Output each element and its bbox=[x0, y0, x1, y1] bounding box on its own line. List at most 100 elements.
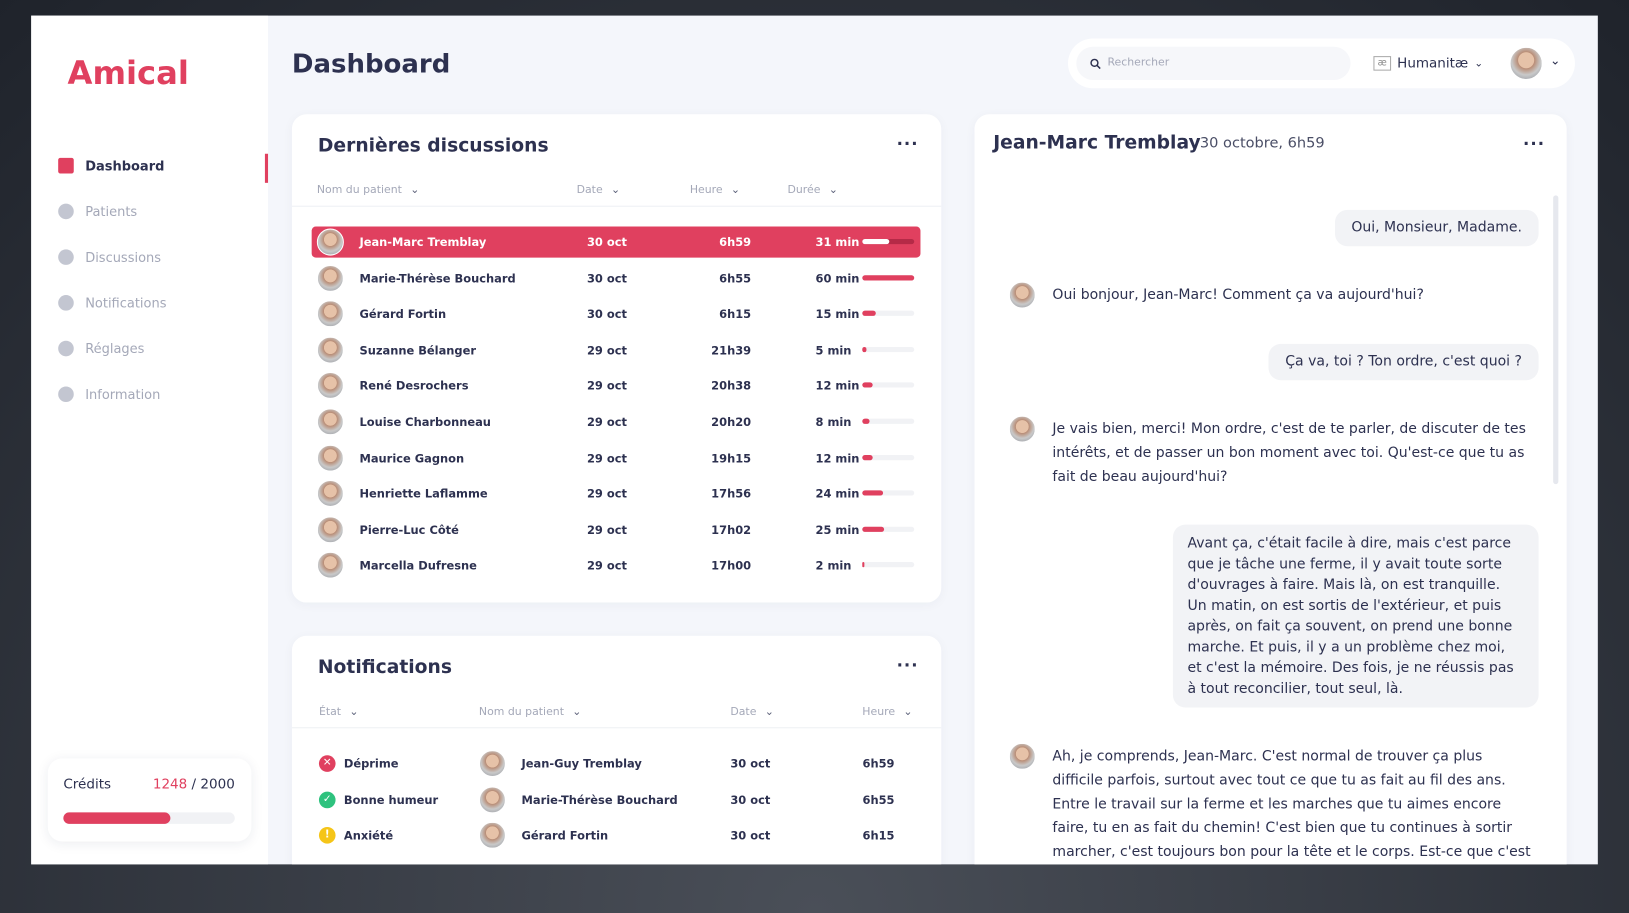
discussion-row[interactable]: Maurice Gagnon 29 oct 19h15 12 min bbox=[312, 442, 921, 473]
duration-track bbox=[862, 418, 915, 424]
user-avatar[interactable] bbox=[1509, 46, 1543, 80]
column-header[interactable]: Nom du patient ⌄ bbox=[317, 184, 420, 196]
search[interactable]: Rechercher bbox=[1076, 46, 1351, 80]
patient-name: Marcella Dufresne bbox=[359, 559, 477, 573]
date: 30 oct bbox=[730, 757, 771, 771]
org-selector[interactable]: æ Humanitæ ⌄ bbox=[1373, 53, 1483, 74]
credits-card: Crédits 1248 / 2000 bbox=[47, 758, 252, 842]
patient-name: Henriette Laflamme bbox=[359, 487, 488, 501]
menu-button[interactable]: ··· bbox=[1523, 134, 1546, 154]
date: 30 oct bbox=[586, 271, 627, 286]
duration-track bbox=[862, 490, 915, 496]
duration: 24 min bbox=[815, 487, 860, 501]
column-header[interactable]: Heure ⌄ bbox=[862, 705, 912, 717]
date: 29 oct bbox=[586, 343, 627, 358]
patient-name: Pierre-Luc Côté bbox=[359, 523, 459, 537]
sort-chevron: ⌄ bbox=[410, 183, 420, 197]
discussion-row[interactable]: Marie-Thérèse Bouchard 30 oct 6h55 60 min bbox=[312, 262, 921, 293]
nav-item[interactable]: Patients bbox=[85, 203, 138, 220]
message-patient: Avant ça, c'était facile à dire, mais c'… bbox=[1172, 524, 1539, 708]
time: 6h55 bbox=[862, 793, 895, 807]
avatar bbox=[316, 372, 344, 400]
discussion-row[interactable]: Marcella Dufresne 29 oct 17h00 2 min bbox=[312, 550, 921, 581]
duration-bar bbox=[862, 490, 884, 496]
avatar bbox=[316, 336, 344, 364]
nav-icon bbox=[58, 203, 74, 220]
nav-item[interactable]: Notifications bbox=[85, 295, 167, 311]
credits-bar bbox=[63, 812, 171, 824]
messages: Oui, Monsieur, Madame. Oui bonjour, Jean-… bbox=[1008, 209, 1539, 865]
duration-track bbox=[862, 238, 915, 245]
discussions-card: Dernières discussions ··· Nom du patient… bbox=[291, 114, 942, 603]
duration-bar bbox=[862, 310, 876, 317]
time: 21h39 bbox=[711, 343, 752, 358]
duration-bar bbox=[862, 346, 867, 352]
duration: 15 min bbox=[815, 307, 860, 322]
search-placeholder: Rechercher bbox=[1107, 56, 1170, 69]
avatar bbox=[316, 228, 344, 256]
sort-chevron: ⌄ bbox=[764, 705, 774, 718]
patient-name: Marie-Thérèse Bouchard bbox=[359, 271, 516, 286]
notification-row[interactable]: ✕ Déprime Jean-Guy Tremblay 30 oct 6h59 bbox=[292, 748, 941, 779]
discussion-row[interactable]: Gérard Fortin 30 oct 6h15 15 min bbox=[312, 298, 921, 329]
column-header[interactable]: Nom du patient ⌄ bbox=[479, 705, 582, 717]
date: 30 oct bbox=[586, 235, 627, 250]
date: 30 oct bbox=[730, 829, 771, 843]
credits-used: 1248 bbox=[152, 777, 188, 793]
time: 6h59 bbox=[719, 235, 752, 250]
chevron: ⌄ bbox=[1474, 57, 1484, 70]
message-text: Ah, je comprends, Jean-Marc. C'est norma… bbox=[1052, 748, 1531, 861]
notification-row[interactable]: ✓ Bonne humeur Marie-Thérèse Bouchard 30 oc… bbox=[292, 784, 941, 815]
nav-item[interactable]: Réglages bbox=[85, 340, 145, 357]
duration-track bbox=[862, 526, 915, 532]
avatar bbox=[1008, 742, 1036, 770]
menu-button[interactable]: ··· bbox=[896, 655, 919, 676]
notification-row[interactable]: ! Anxiété Gérard Fortin 30 oct 6h15 bbox=[292, 820, 941, 851]
message-text: Je vais bien, merci! Mon ordre, c'est de… bbox=[1052, 420, 1526, 486]
discussion-row[interactable]: Jean-Marc Tremblay 30 oct 6h59 31 min bbox=[311, 226, 921, 258]
patient-name: Jean-Marc Tremblay bbox=[359, 235, 487, 250]
duration-bar bbox=[862, 526, 884, 532]
discussion-row[interactable]: René Desrochers 29 oct 20h38 12 min bbox=[312, 370, 921, 401]
column-header[interactable]: Date ⌄ bbox=[577, 184, 621, 196]
duration-track bbox=[862, 562, 915, 568]
message-patient: Oui, Monsieur, Madame. bbox=[1334, 209, 1539, 247]
org-icon: æ bbox=[1373, 56, 1391, 71]
date: 29 oct bbox=[586, 451, 627, 466]
scrollbar[interactable] bbox=[1553, 195, 1559, 485]
status-icon: ! bbox=[318, 827, 336, 844]
discussion-row[interactable]: Suzanne Bélanger 29 oct 21h39 5 min bbox=[312, 334, 921, 365]
avatar bbox=[316, 516, 344, 544]
menu-button[interactable]: ··· bbox=[896, 134, 919, 154]
nav-item[interactable]: Information bbox=[85, 386, 161, 403]
patient-name: Suzanne Bélanger bbox=[359, 343, 476, 358]
date: 29 oct bbox=[586, 559, 627, 573]
column-header[interactable]: Heure ⌄ bbox=[690, 184, 740, 196]
top-bar: Rechercher æ Humanitæ ⌄ ⌄ bbox=[1067, 38, 1575, 89]
search-icon bbox=[1090, 58, 1101, 70]
nav-item[interactable]: Discussions bbox=[85, 249, 162, 265]
duration-bar bbox=[862, 238, 890, 245]
chevron[interactable]: ⌄ bbox=[1550, 52, 1561, 68]
duration: 12 min bbox=[815, 379, 860, 394]
column-header[interactable]: Date ⌄ bbox=[730, 705, 774, 717]
patient-name: Gérard Fortin bbox=[359, 307, 447, 322]
discussion-row[interactable]: Henriette Laflamme 29 oct 17h56 24 min bbox=[312, 478, 921, 509]
credits-separator: / bbox=[191, 777, 197, 793]
sort-chevron: ⌄ bbox=[730, 183, 741, 197]
org-name: Humanitæ bbox=[1397, 55, 1469, 72]
duration: 8 min bbox=[815, 415, 852, 430]
duration-track bbox=[862, 310, 915, 317]
column-header[interactable]: Durée ⌄ bbox=[787, 184, 837, 196]
column-header[interactable]: État ⌄ bbox=[319, 705, 359, 717]
discussion-row[interactable]: Pierre-Luc Côté 29 oct 17h02 25 min bbox=[312, 514, 921, 545]
duration: 5 min bbox=[815, 343, 852, 358]
nav-item[interactable]: Dashboard bbox=[85, 157, 165, 174]
time: 17h56 bbox=[711, 487, 752, 501]
duration-track bbox=[862, 382, 915, 388]
divider bbox=[291, 727, 942, 729]
column-label: État bbox=[318, 705, 342, 718]
app-window: Amical Dashboard Patients Discussions Notif… bbox=[31, 15, 1598, 865]
discussion-row[interactable]: Louise Charbonneau 29 oct 20h20 8 min bbox=[312, 406, 921, 437]
credits-value: 1248 / 2000 bbox=[153, 777, 235, 793]
